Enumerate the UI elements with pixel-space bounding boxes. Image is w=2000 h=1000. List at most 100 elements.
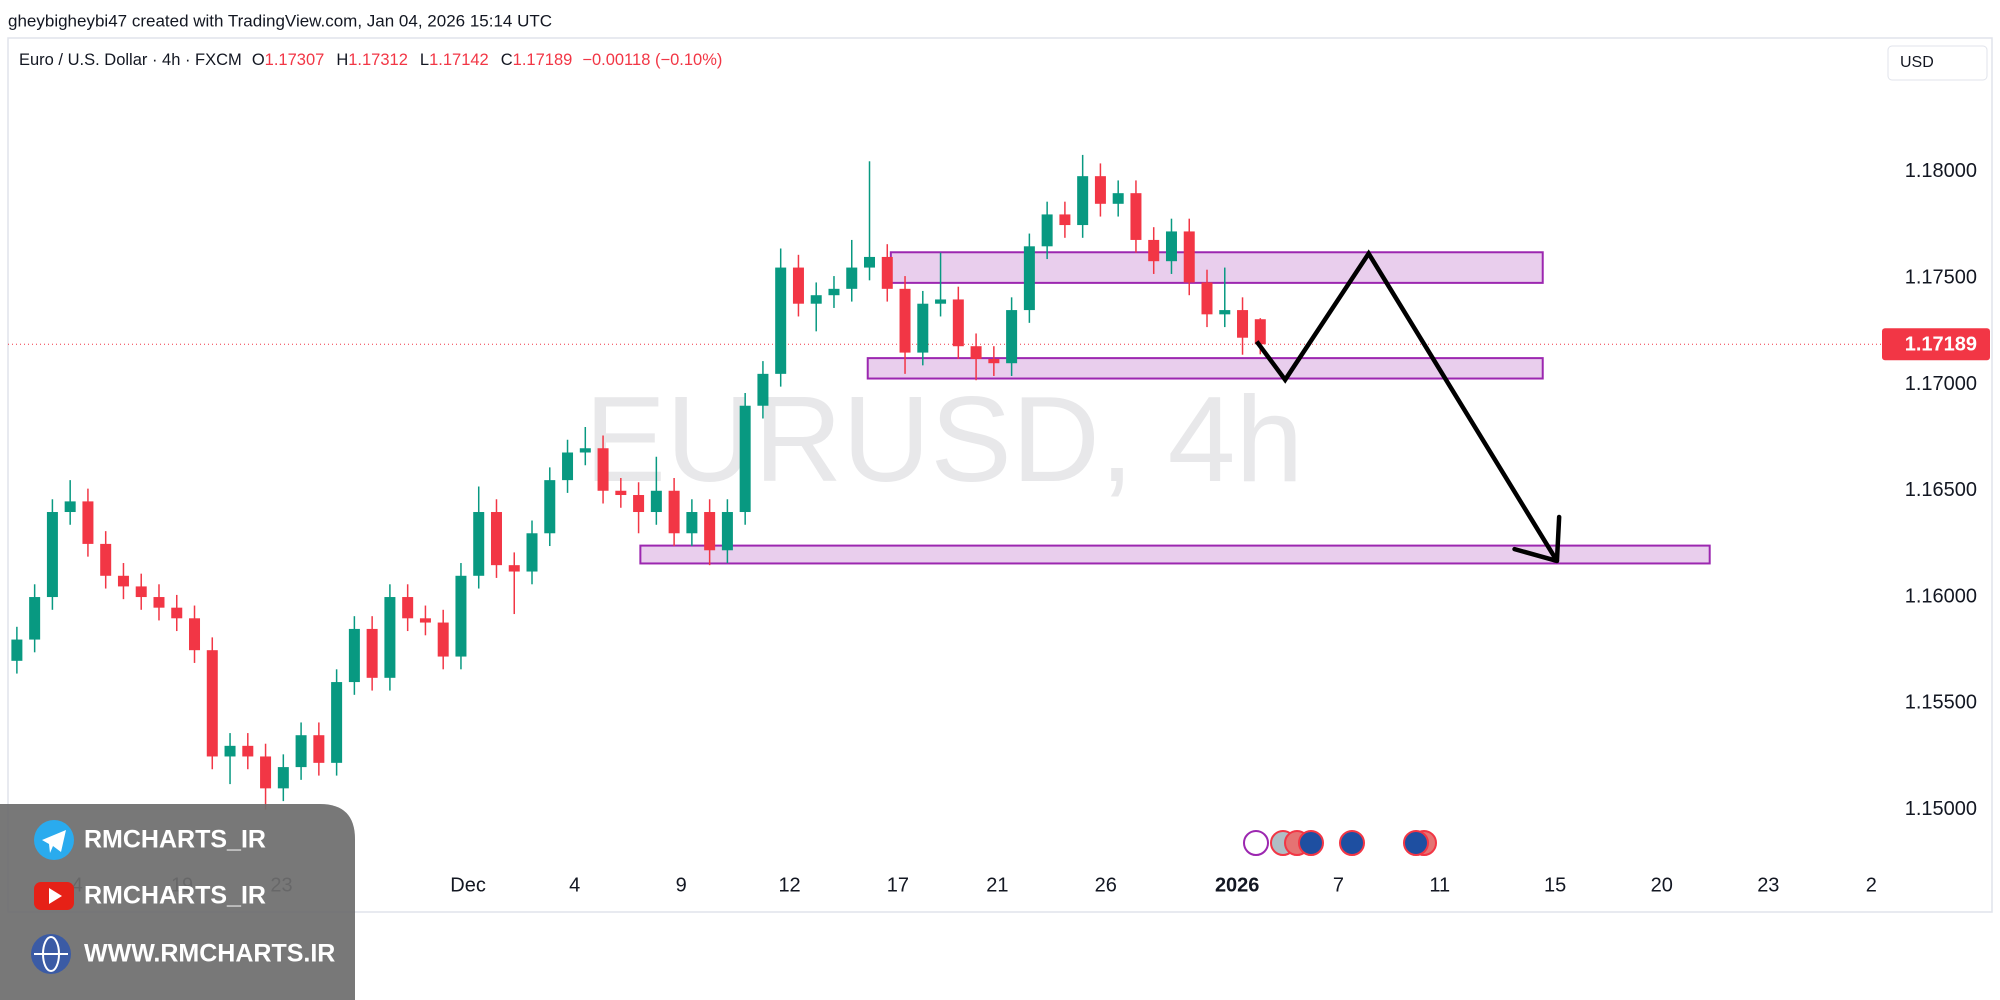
candle-body xyxy=(189,618,201,651)
x-tick-label: 15 xyxy=(1544,874,1566,896)
candle-body xyxy=(348,628,360,683)
candle-body xyxy=(686,512,698,534)
candle-body xyxy=(1041,214,1053,247)
x-tick-label: 26 xyxy=(1095,874,1117,896)
candle-body xyxy=(988,358,1000,364)
candle-body xyxy=(1094,176,1106,204)
symbol-legend: Euro / U.S. Dollar · 4h · FXCM O1.17307 H1… xyxy=(19,51,722,69)
promo-overlay: RMCHARTS_IR RMCHARTS_IR WWW.RMCHARTS.IR xyxy=(0,804,355,1000)
candle-body xyxy=(508,565,520,572)
candle-body xyxy=(917,303,929,353)
candle-body xyxy=(1219,310,1231,315)
candles xyxy=(11,154,1266,810)
y-tick-label: 1.16500 xyxy=(1905,479,1977,501)
ohlc-key: H xyxy=(336,51,348,69)
x-tick-label: 7 xyxy=(1333,874,1344,896)
candle-body xyxy=(1183,231,1195,283)
x-tick-label: 4 xyxy=(569,874,580,896)
candle-body xyxy=(775,267,787,374)
x-tick-label: 2026 xyxy=(1215,874,1260,896)
price-zone xyxy=(889,251,1544,284)
candle-body xyxy=(526,533,538,572)
watermark: EURUSD, 4h xyxy=(585,371,1304,507)
x-tick-label: 12 xyxy=(778,874,800,896)
candle-body xyxy=(1023,246,1035,311)
y-tick-label: 1.17000 xyxy=(1905,373,1977,395)
candle-body xyxy=(792,267,804,304)
x-tick-label: 23 xyxy=(1757,874,1779,896)
candle-body xyxy=(366,628,378,678)
website: WWW.RMCHARTS.IR xyxy=(84,940,335,968)
candle-body xyxy=(970,346,982,359)
candle-body xyxy=(313,735,325,763)
candle-body xyxy=(952,299,964,347)
currency-button[interactable] xyxy=(1887,45,1988,81)
candle-body xyxy=(473,512,485,576)
arrow-head xyxy=(1554,514,1562,564)
x-tick-label: 9 xyxy=(676,874,687,896)
candle-body xyxy=(260,756,272,789)
candle-body xyxy=(881,256,893,289)
candle-body xyxy=(171,607,183,619)
candle-body xyxy=(1165,231,1177,262)
candle-body xyxy=(899,288,911,353)
candle-body xyxy=(935,299,947,304)
ohlc-key: L xyxy=(420,51,429,69)
candle-body xyxy=(46,512,58,598)
ohlc-value: 1.17142 xyxy=(429,51,489,69)
candle-body xyxy=(206,650,218,757)
candle-body xyxy=(295,735,307,768)
candle-body xyxy=(242,745,254,757)
candle-body xyxy=(11,639,23,661)
candle-body xyxy=(739,405,751,513)
ohlc-value: 1.17189 xyxy=(513,51,573,69)
y-tick-label: 1.15000 xyxy=(1905,798,1977,820)
candle-body xyxy=(864,256,876,268)
candle-body xyxy=(1130,193,1142,240)
telegram-handle: RMCHARTS_IR xyxy=(84,826,266,854)
currency[interactable]: USD xyxy=(1900,54,1934,71)
arrow-head xyxy=(1512,546,1560,564)
event-icon xyxy=(1339,830,1365,856)
ohlc-key: C xyxy=(501,51,513,69)
y-tick-label: 1.15500 xyxy=(1905,692,1977,714)
candle-body xyxy=(544,480,556,534)
symbol: Euro / U.S. Dollar · 4h · FXCM xyxy=(19,51,242,69)
candle-body xyxy=(153,597,165,608)
candle-body xyxy=(402,597,414,619)
candle-body xyxy=(721,512,733,551)
candle-body xyxy=(490,512,502,566)
candle-body xyxy=(1006,310,1018,364)
candle-body xyxy=(757,373,769,406)
chart-frame xyxy=(7,37,1993,913)
event-icon xyxy=(1403,830,1429,856)
last-price-label: 1.17189 xyxy=(1905,334,1977,356)
telegram-plane xyxy=(42,830,66,853)
candle-body xyxy=(224,745,236,757)
candle-body xyxy=(331,682,343,763)
candle-body xyxy=(704,512,716,551)
y-tick-label: 1.17500 xyxy=(1905,266,1977,288)
candle-body xyxy=(633,495,645,513)
event-icon xyxy=(1243,830,1269,856)
candle-body xyxy=(1077,176,1089,226)
attribution: gheybigheybi47 created with TradingView.… xyxy=(8,11,552,30)
x-tick-label: Dec xyxy=(450,874,486,896)
candle-body xyxy=(668,490,680,534)
candle-body xyxy=(1237,310,1249,338)
ohlc-value: 1.17312 xyxy=(348,51,408,69)
ohlc-value: 1.17307 xyxy=(265,51,325,69)
candle-body xyxy=(597,448,609,491)
candle-body xyxy=(1059,214,1071,226)
x-tick-label: 11 xyxy=(1429,874,1450,896)
x-tick-label: 20 xyxy=(1651,874,1673,896)
price-zone xyxy=(866,357,1544,380)
candle-body xyxy=(437,622,449,657)
candle-body xyxy=(455,575,467,657)
youtube-play xyxy=(49,888,62,904)
candle-body xyxy=(29,597,41,640)
projection-arrow xyxy=(1254,249,1559,563)
ohlc-key: O xyxy=(252,51,265,69)
y-tick-label: 1.18000 xyxy=(1905,160,1977,182)
